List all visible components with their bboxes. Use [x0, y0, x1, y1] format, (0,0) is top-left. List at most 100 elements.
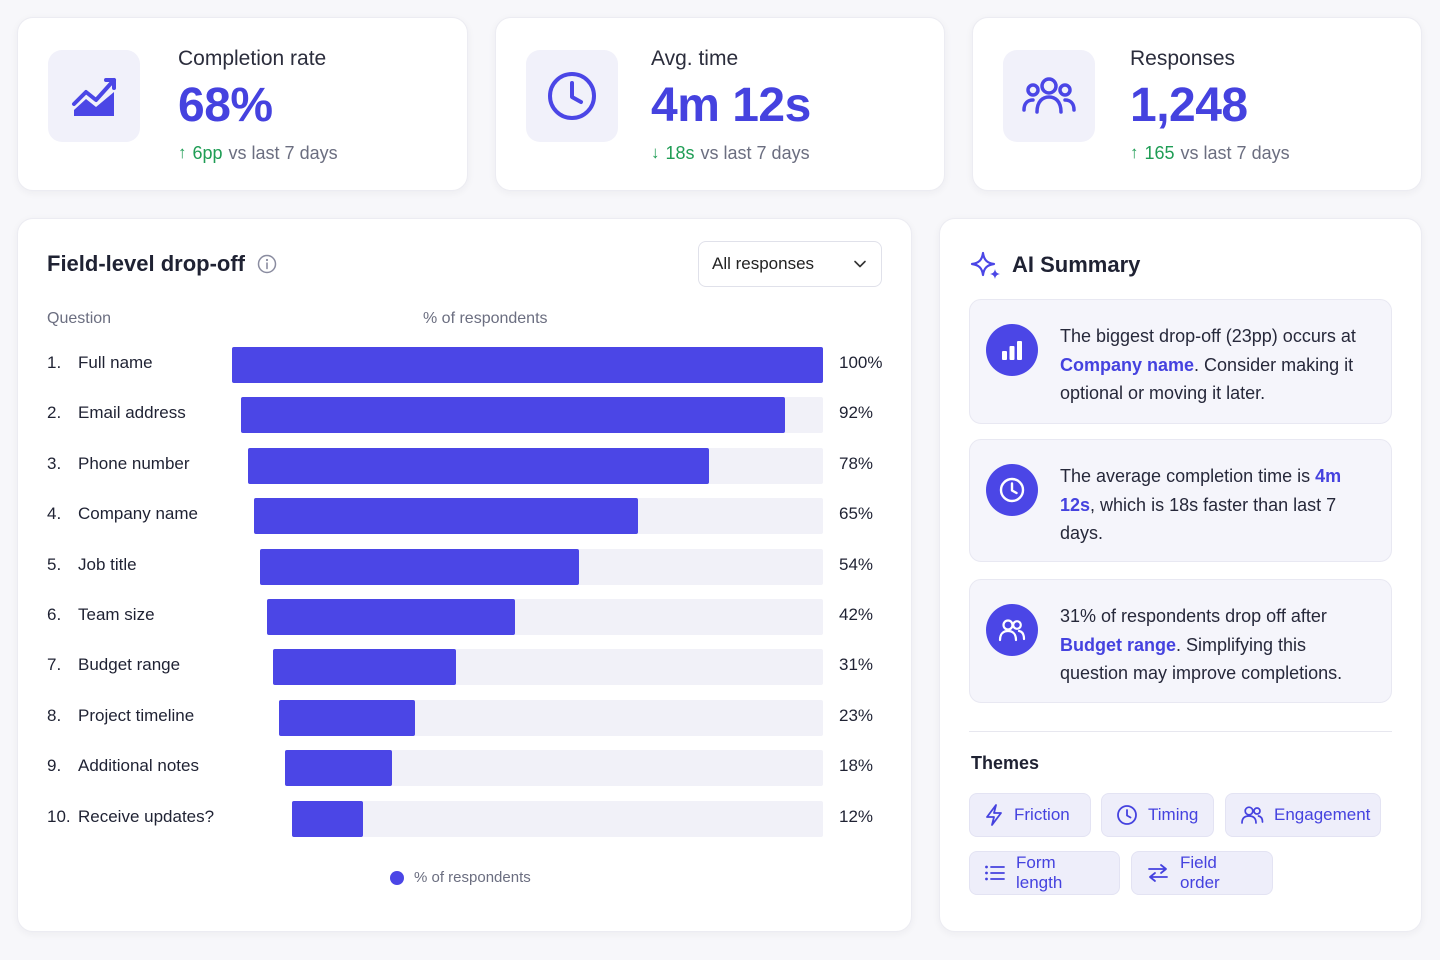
arrow-up-icon: ↑ [178, 143, 187, 162]
question-number: 10. [47, 806, 71, 826]
bar-track [291, 800, 823, 837]
bar-row: 6. Team size 42% [18, 597, 911, 635]
theme-chip-friction[interactable]: Friction [969, 793, 1091, 837]
bar-row: 8. Project timeline 23% [18, 698, 911, 736]
bar [272, 649, 456, 686]
question-number: 1. [47, 353, 62, 372]
chevron-down-icon [854, 260, 866, 268]
insight-text: The average completion time is 4m 12s, w… [1060, 462, 1371, 548]
bar [232, 347, 823, 383]
filter-value: All responses [712, 254, 815, 273]
theme-chip-engagement[interactable]: Engagement [1225, 793, 1381, 837]
column-header-question: Question [47, 310, 112, 327]
question-number: 8. [47, 705, 62, 725]
ai-summary-card: AI Summary The biggest drop-off (23pp) o… [939, 218, 1422, 932]
insight-text-part: The biggest drop-off (23pp) occurs at [1060, 326, 1356, 346]
kpi-delta-text: vs last 7 days [1180, 143, 1290, 163]
bar-row: 7. Budget range 31% [18, 647, 911, 686]
lightning-icon [986, 804, 1002, 826]
bar [279, 699, 416, 736]
bar-track [266, 599, 823, 635]
theme-chip-label: Field order [1180, 853, 1220, 892]
question-label: Team size [78, 605, 155, 624]
question-number: 5. [47, 554, 62, 574]
dropoff-title: Field-level drop-off [47, 251, 245, 276]
theme-chip-label: Friction [1014, 805, 1070, 824]
dropoff-title-row: Field-level drop-off [47, 251, 277, 277]
bar-track [232, 347, 823, 383]
kpi-delta-value: 165 [1144, 143, 1175, 163]
divider [969, 731, 1392, 732]
theme-chip-timing[interactable]: Timing [1101, 793, 1214, 837]
kpi-card-avg-time: Avg. time 4m 12s ↓ 18s vs last 7 days [495, 17, 945, 191]
kpi-delta-text: vs last 7 days [700, 143, 810, 163]
question-number: 4. [47, 504, 62, 524]
bar-track [247, 447, 823, 484]
bar-value-label: 18% [839, 756, 874, 776]
bar-chart-icon [986, 324, 1038, 376]
insight-text-part: , which is 18s faster than last 7 days. [1060, 494, 1337, 544]
insight-text-part: 31% of respondents drop off after [1060, 606, 1327, 626]
dropoff-card: Field-level drop-off All responses Quest… [17, 218, 912, 932]
bar-value-label: 100% [839, 353, 883, 372]
question-label: Project timeline [78, 705, 195, 725]
kpi-delta: ↑ 6pp vs last 7 days [178, 142, 338, 164]
info-icon[interactable] [257, 254, 277, 274]
theme-chip-label: Engagement [1274, 805, 1371, 824]
users-icon [1003, 50, 1095, 142]
kpi-value: 4m 12s [651, 79, 811, 132]
bar-row: 9. Additional notes 18% [18, 748, 911, 787]
kpi-value: 68% [178, 79, 273, 132]
arrow-down-icon: ↓ [651, 143, 660, 162]
legend-swatch [390, 870, 404, 885]
question-label: Additional notes [78, 756, 199, 776]
kpi-label: Completion rate [178, 47, 327, 70]
trend-up-icon [48, 50, 140, 142]
bar-track [260, 548, 823, 585]
chart-legend: % of respondents [390, 869, 531, 886]
insight-text-part: . Simplifying this question may improve … [1060, 634, 1343, 684]
bar-track [285, 750, 823, 787]
users-icon [1241, 806, 1264, 824]
users-icon [986, 604, 1038, 656]
insight-text-part: The average completion time is [1060, 466, 1316, 486]
clock-icon [986, 464, 1038, 516]
bar [285, 750, 392, 787]
bar-row: 3. Phone number 78% [18, 446, 911, 484]
bar-row: 2. Email address 92% [18, 395, 911, 434]
insight-card: 31% of respondents drop off after Budget… [969, 579, 1392, 703]
kpi-label: Avg. time [651, 47, 739, 70]
swap-icon [1148, 864, 1168, 882]
themes-title: Themes [971, 753, 1040, 773]
question-number: 2. [47, 403, 62, 423]
kpi-label: Responses [1130, 47, 1236, 70]
ai-summary-title: AI Summary [1012, 252, 1141, 277]
bar-value-label: 92% [839, 403, 874, 423]
question-label: Phone number [78, 453, 190, 473]
theme-chip-form-length[interactable]: Form length [969, 851, 1120, 895]
question-number: 9. [47, 756, 62, 776]
question-number: 3. [47, 453, 62, 473]
question-label: Full name [78, 353, 153, 372]
kpi-delta: ↑ 165 vs last 7 days [1130, 142, 1290, 164]
bar [291, 800, 363, 837]
kpi-card-completion-rate: Completion rate 68% ↑ 6pp vs last 7 days [17, 17, 468, 191]
theme-chip-field-order[interactable]: Field order [1131, 851, 1273, 895]
insight-highlight: 4m 12s [1060, 466, 1342, 515]
bar-row: 1. Full name 100% [18, 345, 911, 383]
bar [260, 548, 580, 585]
bar-value-label: 31% [839, 655, 874, 675]
bar [241, 397, 786, 434]
responses-filter-select[interactable]: All responses [698, 241, 882, 287]
bar-value-label: 12% [839, 806, 874, 826]
bar-track [253, 498, 823, 535]
question-number: 7. [47, 655, 62, 675]
legend-label: % of respondents [414, 869, 531, 886]
insight-card: The average completion time is 4m 12s, w… [969, 439, 1392, 562]
insight-card: The biggest drop-off (23pp) occurs at Co… [969, 299, 1392, 424]
bar-track [272, 649, 823, 686]
insight-text: 31% of respondents drop off after Budget… [1060, 602, 1371, 688]
list-icon [985, 865, 1005, 881]
insight-highlight: Company name [1060, 354, 1195, 375]
kpi-delta-value: 18s [665, 143, 695, 163]
